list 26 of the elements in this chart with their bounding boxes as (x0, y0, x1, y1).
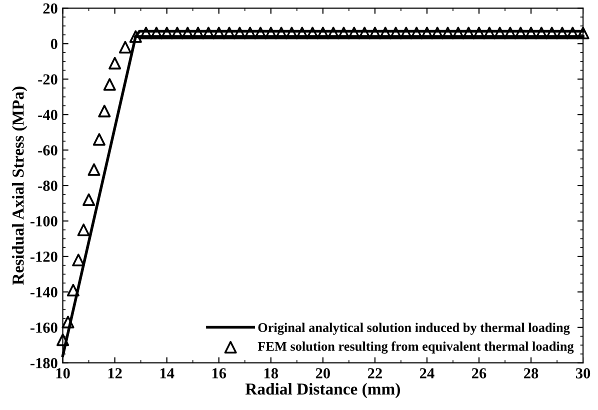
y-tick-label: -40 (38, 110, 58, 120)
y-tick-label: -80 (38, 180, 58, 191)
y-tick-label: -180 (30, 358, 58, 368)
x-tick-label: 28 (524, 368, 538, 378)
x-tick-label: 30 (576, 368, 590, 378)
x-tick-label: 22 (368, 368, 382, 378)
x-tick-label: 16 (212, 368, 226, 378)
y-tick-label: -120 (30, 252, 58, 262)
x-tick-label: 24 (420, 368, 434, 378)
x-tick-label: 10 (56, 368, 70, 378)
x-tick-label: 12 (108, 368, 122, 378)
y-tick-label: -60 (38, 145, 58, 156)
legend-label: Original analytical solution induced by thermal loading (258, 322, 570, 335)
x-tick-label: 14 (160, 368, 174, 378)
y-tick-label: 0 (50, 38, 58, 50)
y-tick-label: -100 (30, 216, 58, 226)
y-tick-label: 20 (43, 3, 58, 14)
x-axis-title: Radial Distance (mm) (245, 382, 400, 398)
y-tick-label: -140 (30, 287, 58, 298)
y-axis-title: Residual Axial Stress (MPa) (12, 86, 28, 285)
y-tick-label: -20 (38, 74, 58, 85)
x-tick-label: 20 (316, 368, 330, 378)
x-tick-label: 26 (472, 368, 486, 378)
y-tick-label: -160 (30, 322, 58, 333)
legend-label: FEM solution resulting from equivalent thermal loading (258, 341, 574, 354)
x-tick-label: 18 (264, 368, 278, 378)
